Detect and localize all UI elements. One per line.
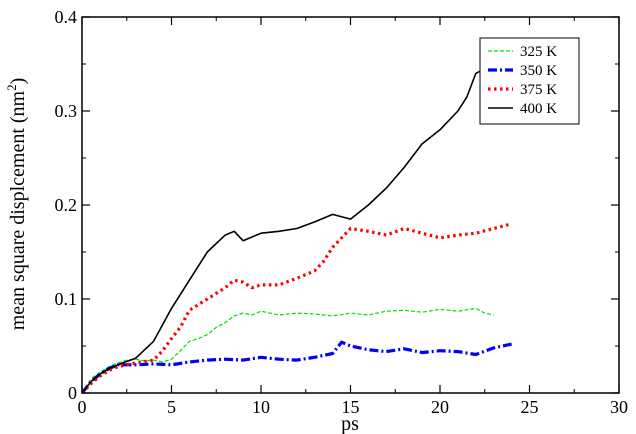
y-axis-label-main: mean square displcement (nm bbox=[7, 90, 29, 330]
legend-box bbox=[479, 37, 580, 125]
y-tick-label: 0.4 bbox=[55, 7, 78, 27]
x-tick-label: 20 bbox=[431, 397, 449, 417]
series-layer bbox=[80, 67, 513, 395]
x-tick-label: 15 bbox=[342, 397, 360, 417]
y-tick-label: 0.1 bbox=[55, 289, 78, 309]
legend-label: 375 K bbox=[520, 82, 557, 98]
legend-label: 350 K bbox=[520, 63, 557, 79]
legend-label: 325 K bbox=[520, 44, 557, 60]
legend-label: 400 K bbox=[520, 101, 557, 117]
series-line-1 bbox=[80, 340, 512, 394]
legend: 325 K 350 K 375 K 400 K bbox=[479, 37, 580, 125]
x-tick-label: 30 bbox=[610, 397, 628, 417]
x-tick-label: 10 bbox=[252, 397, 270, 417]
x-axis-label: ps bbox=[341, 413, 359, 434]
x-tick-label: 0 bbox=[78, 397, 87, 417]
x-tick-label: 25 bbox=[521, 397, 539, 417]
y-axis-label-close: ) bbox=[7, 78, 29, 85]
x-tick-label: 5 bbox=[167, 397, 176, 417]
y-tick-label: 0.3 bbox=[55, 101, 78, 121]
y-tick-label: 0 bbox=[68, 383, 77, 403]
y-axis-label: mean square displcement (nm2) bbox=[4, 78, 29, 331]
series-line-3 bbox=[81, 67, 495, 394]
y-axis-label-sup: 2 bbox=[4, 84, 19, 91]
y-tick-label: 0.2 bbox=[55, 195, 78, 215]
axes-layer: 0 5 10 15 20 25 30 0 0.1 0.2 0.3 0.4 bbox=[55, 7, 629, 417]
series-line-2 bbox=[80, 222, 513, 395]
